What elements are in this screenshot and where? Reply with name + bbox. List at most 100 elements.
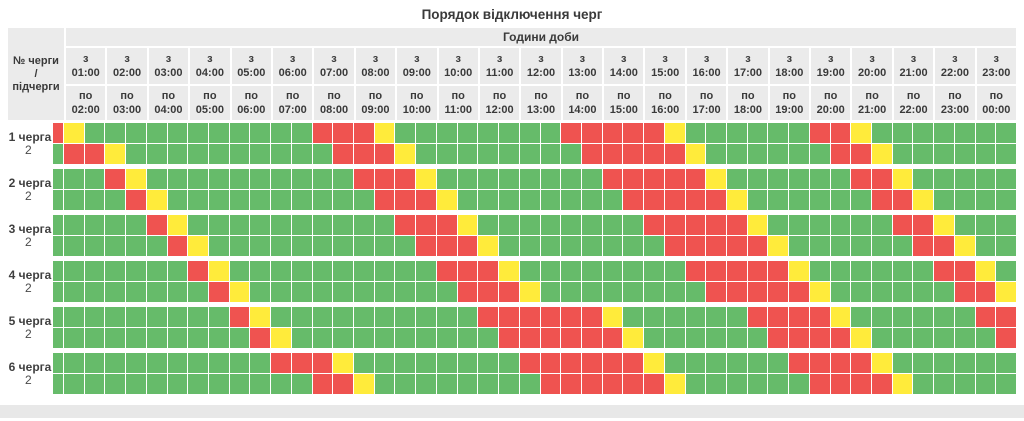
schedule-cell (105, 307, 126, 327)
schedule-cell (271, 236, 291, 256)
hour-to-cell: по 02:00 (66, 86, 106, 120)
schedule-cell (499, 353, 519, 373)
hour-word: по (410, 90, 424, 102)
schedule-cell (975, 169, 996, 189)
schedule-cell (602, 144, 623, 164)
schedule-cell (726, 282, 747, 302)
schedule-cell (84, 374, 105, 394)
hour-word: по (327, 90, 341, 102)
schedule-cell (84, 190, 105, 210)
schedule-cell (64, 190, 84, 210)
schedule-cell (892, 215, 913, 235)
schedule-cell (354, 144, 374, 164)
hour-time: 12:00 (526, 67, 556, 79)
schedule-cell (167, 328, 188, 348)
schedule-cell (126, 144, 146, 164)
schedule-cell (830, 353, 851, 373)
schedule-cell (644, 144, 664, 164)
schedule-cell (851, 123, 871, 143)
schedule-cell (354, 261, 374, 281)
hour-time: 09:00 (361, 104, 390, 116)
hour-word: по (741, 90, 755, 102)
hour-word: з (496, 53, 503, 65)
schedule-cell (871, 190, 892, 210)
schedule-cell (64, 215, 84, 235)
schedule-cell (913, 353, 934, 373)
schedule-cell (996, 236, 1016, 256)
schedule-cell (623, 236, 644, 256)
hour-time: 08:00 (319, 104, 349, 116)
schedule-cell (664, 190, 685, 210)
schedule-cell-half (53, 374, 63, 394)
subqueue-label: 2 (25, 372, 32, 387)
schedule-cell (229, 282, 250, 302)
schedule-cell (934, 169, 954, 189)
hour-from-cell: з 06:00 (272, 48, 313, 84)
schedule-cell (892, 307, 913, 327)
hour-to-cell: по 11:00 (438, 86, 478, 120)
hour-word: з (703, 53, 710, 65)
schedule-cell (478, 328, 499, 348)
schedule-cell (395, 144, 416, 164)
schedule-cell (250, 374, 271, 394)
schedule-cell (312, 123, 333, 143)
hour-time: 10:00 (444, 67, 473, 79)
schedule-cell (561, 328, 581, 348)
schedule-cell (146, 282, 167, 302)
schedule-cell (436, 261, 457, 281)
schedule-cell (830, 282, 851, 302)
schedule-cell-half (53, 307, 63, 327)
hour-word: по (699, 90, 714, 102)
schedule-cell (499, 307, 519, 327)
schedule-cell (395, 169, 416, 189)
hour-to-cell: по 23:00 (935, 86, 975, 120)
schedule-cell (416, 261, 436, 281)
schedule-cell (333, 328, 354, 348)
hour-time: 17:00 (692, 104, 721, 116)
schedule-cell (167, 282, 188, 302)
schedule-cell (581, 328, 602, 348)
schedule-cell (271, 353, 291, 373)
hour-time: 21:00 (899, 67, 928, 79)
schedule-cell (519, 282, 540, 302)
schedule-cell (996, 215, 1016, 235)
corner-line: підчерги (12, 80, 60, 93)
hour-time: 20:00 (816, 104, 845, 116)
schedule-cell (84, 236, 105, 256)
schedule-cell (581, 261, 602, 281)
schedule-cell (64, 374, 84, 394)
hour-from-cell: з 22:00 (935, 48, 975, 84)
schedule-cell (250, 190, 271, 210)
schedule-cell (581, 374, 602, 394)
schedule-cell (996, 328, 1016, 348)
schedule-cell (250, 236, 271, 256)
schedule-cell (167, 215, 188, 235)
schedule-cell (809, 236, 830, 256)
schedule-cell (519, 190, 540, 210)
schedule-cell (892, 282, 913, 302)
schedule-cell (209, 123, 229, 143)
schedule-cell (934, 236, 954, 256)
schedule-cell (478, 123, 499, 143)
schedule-cell (664, 261, 685, 281)
schedule-cell (126, 282, 146, 302)
schedule-cell (975, 261, 996, 281)
schedule-cell (892, 144, 913, 164)
schedule-cell (250, 282, 271, 302)
schedule-cell (333, 215, 354, 235)
schedule-cell (561, 144, 581, 164)
hour-word: з (993, 53, 1000, 65)
schedule-cell (685, 328, 706, 348)
schedule-cell (354, 190, 374, 210)
schedule-cell (789, 307, 809, 327)
schedule-cell (913, 236, 934, 256)
schedule-cell (250, 261, 271, 281)
schedule-cell (457, 169, 478, 189)
schedule-cell (478, 261, 499, 281)
schedule-cell (747, 374, 768, 394)
schedule-cell (416, 123, 436, 143)
schedule-cell (457, 353, 478, 373)
schedule-cell (229, 236, 250, 256)
schedule-cell (975, 236, 996, 256)
horizontal-scrollbar[interactable] (0, 405, 1024, 418)
